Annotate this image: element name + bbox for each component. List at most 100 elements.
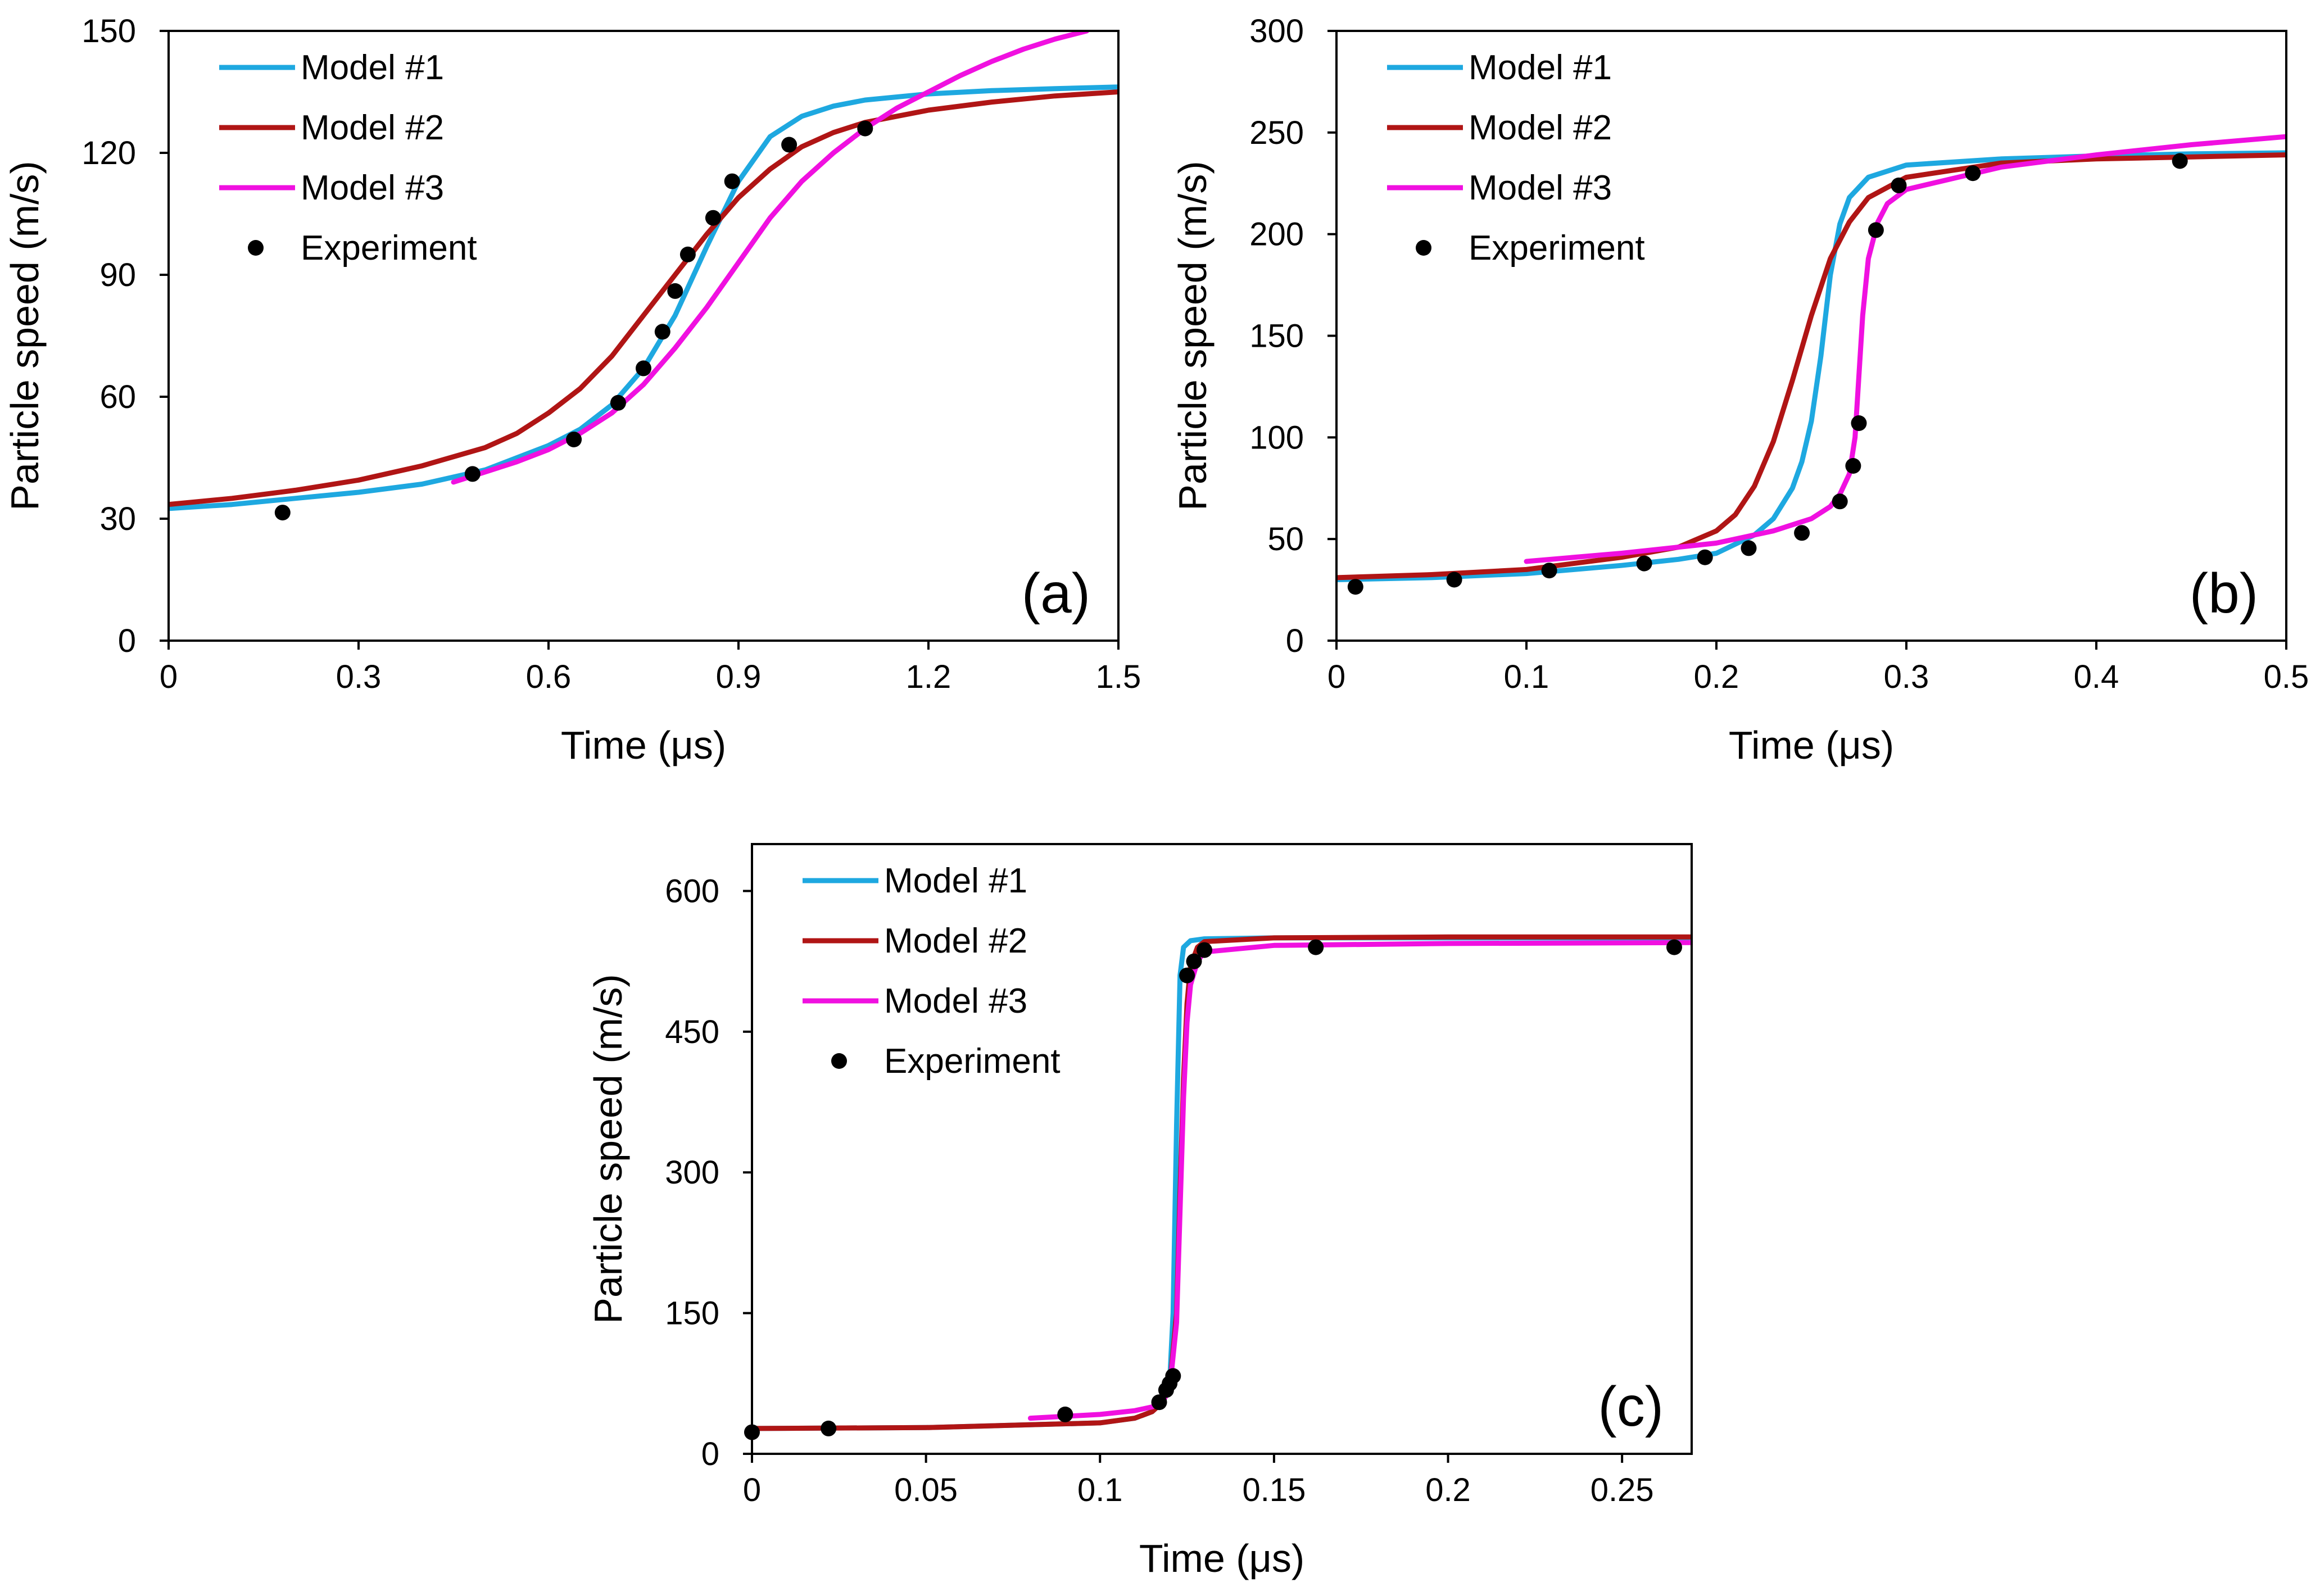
data-point: [1057, 1406, 1073, 1422]
series-line-model-3: [1027, 940, 1692, 1421]
data-point: [1151, 1394, 1167, 1411]
series-experiment-points: [274, 120, 873, 521]
legend-label: Experiment: [301, 229, 477, 267]
y-tick-label: 50: [1267, 521, 1304, 557]
y-axis-title: Particle speed (m/s): [1171, 161, 1215, 510]
panel-label: (a): [1022, 562, 1090, 625]
data-point: [1347, 579, 1363, 595]
series-line-model-3: [451, 31, 1090, 485]
legend-swatch-experiment: [248, 240, 264, 256]
data-point: [857, 120, 873, 137]
x-tick-label: 0.2: [1425, 1472, 1471, 1508]
data-point: [654, 324, 670, 340]
legend-label: Model #3: [1469, 169, 1612, 207]
x-tick-label: 0.25: [1591, 1472, 1654, 1508]
legend: Model #1 Model #2 Model #3 Experiment: [1387, 48, 1645, 267]
y-tick-label: 150: [81, 13, 136, 49]
y-tick-label: 450: [665, 1014, 719, 1050]
x-axis-title: Time (μs): [1729, 723, 1894, 767]
legend-label: Model #3: [301, 169, 444, 207]
data-point: [724, 173, 740, 189]
data-point: [1308, 939, 1324, 955]
panel-label: (c): [1598, 1375, 1664, 1438]
data-point: [1636, 555, 1652, 572]
y-tick-label: 90: [99, 257, 136, 293]
data-point: [1446, 572, 1462, 588]
data-point: [2172, 153, 2188, 169]
chart-panel-a: 0 0.3 0.6 0.9 1.2 1.5 0 30 60 90 120 150 Time (μs) Pa…: [3, 13, 1141, 767]
data-point: [667, 283, 683, 299]
x-tick-label: 1.2: [906, 659, 951, 695]
y-tick-label: 60: [99, 379, 136, 415]
legend-label: Model #3: [884, 982, 1027, 1021]
legend: Model #1 Model #2 Model #3 Experiment: [803, 862, 1061, 1081]
legend: Model #1 Model #2 Model #3 Experiment: [219, 48, 477, 267]
chart-panel-c: 0 0.05 0.1 0.15 0.2 0.25 0 150 300 450 600 Time (μs…: [586, 843, 1693, 1580]
x-tick-label: 0: [1327, 659, 1345, 695]
series-line-model-1: [1336, 150, 2286, 582]
data-point: [1741, 540, 1757, 556]
y-tick-label: 0: [701, 1436, 719, 1472]
legend-label: Model #1: [301, 48, 444, 87]
y-tick-label: 250: [1249, 115, 1304, 151]
data-point: [1197, 942, 1212, 958]
legend-swatch-experiment: [831, 1053, 847, 1069]
y-tick-label: 100: [1249, 419, 1304, 456]
panel-label: (b): [2190, 562, 2258, 625]
x-tick-label: 0.9: [716, 659, 762, 695]
x-tick-label: 0.3: [1884, 659, 1929, 695]
data-point: [781, 137, 798, 153]
legend-label: Experiment: [1469, 229, 1645, 267]
x-tick-label: 0: [743, 1472, 761, 1508]
series-line-model-1: [169, 84, 1118, 511]
y-tick-label: 120: [81, 135, 136, 171]
legend-label: Model #2: [884, 922, 1027, 960]
data-point: [464, 466, 481, 482]
data-point: [821, 1420, 837, 1436]
x-tick-label: 0.4: [2074, 659, 2119, 695]
data-point: [1541, 563, 1557, 579]
data-point: [1186, 953, 1202, 969]
data-point: [679, 246, 696, 262]
data-point: [1832, 493, 1848, 510]
legend-label: Experiment: [884, 1042, 1061, 1081]
series-experiment-points: [1347, 153, 2188, 595]
y-tick-label: 200: [1249, 216, 1304, 253]
legend-label: Model #1: [1469, 48, 1612, 87]
x-tick-label: 0.1: [1077, 1472, 1123, 1508]
plot-frame: [167, 30, 1120, 642]
y-axis-title: Particle speed (m/s): [3, 161, 47, 510]
chart-panel-b: 0 0.1 0.2 0.3 0.4 0.5 0 50 100 150 200 250 300 Time (…: [1171, 13, 2309, 767]
x-axis-title: Time (μs): [1139, 1536, 1304, 1580]
x-tick-label: 0.2: [1694, 659, 1739, 695]
data-point: [1965, 165, 1981, 182]
x-tick-label: 0.3: [336, 659, 382, 695]
y-tick-label: 150: [1249, 318, 1304, 355]
legend-label: Model #2: [301, 108, 444, 147]
x-tick-label: 0.15: [1242, 1472, 1306, 1508]
data-point: [1179, 967, 1195, 983]
data-point: [705, 210, 721, 226]
data-point: [1794, 525, 1810, 541]
data-point: [1868, 222, 1884, 238]
y-tick-label: 0: [1286, 623, 1304, 659]
series-line-model-2: [169, 89, 1118, 507]
data-point: [1845, 458, 1861, 474]
x-tick-label: 1.5: [1096, 659, 1141, 695]
x-axis-title: Time (μs): [561, 723, 726, 767]
legend-swatch-experiment: [1416, 240, 1431, 256]
series-experiment-points: [744, 939, 1682, 1440]
data-point: [1891, 177, 1907, 193]
data-point: [274, 505, 291, 521]
y-tick-label: 600: [665, 873, 719, 909]
y-tick-label: 30: [99, 501, 136, 537]
x-tick-label: 0.6: [526, 659, 572, 695]
x-tick-label: 0: [160, 659, 178, 695]
y-tick-label: 300: [665, 1154, 719, 1191]
plot-frame: [751, 843, 1693, 1455]
data-point: [1697, 549, 1713, 565]
data-point: [1666, 939, 1682, 955]
y-axis-title: Particle speed (m/s): [586, 974, 630, 1323]
x-tick-label: 0.5: [2264, 659, 2309, 695]
